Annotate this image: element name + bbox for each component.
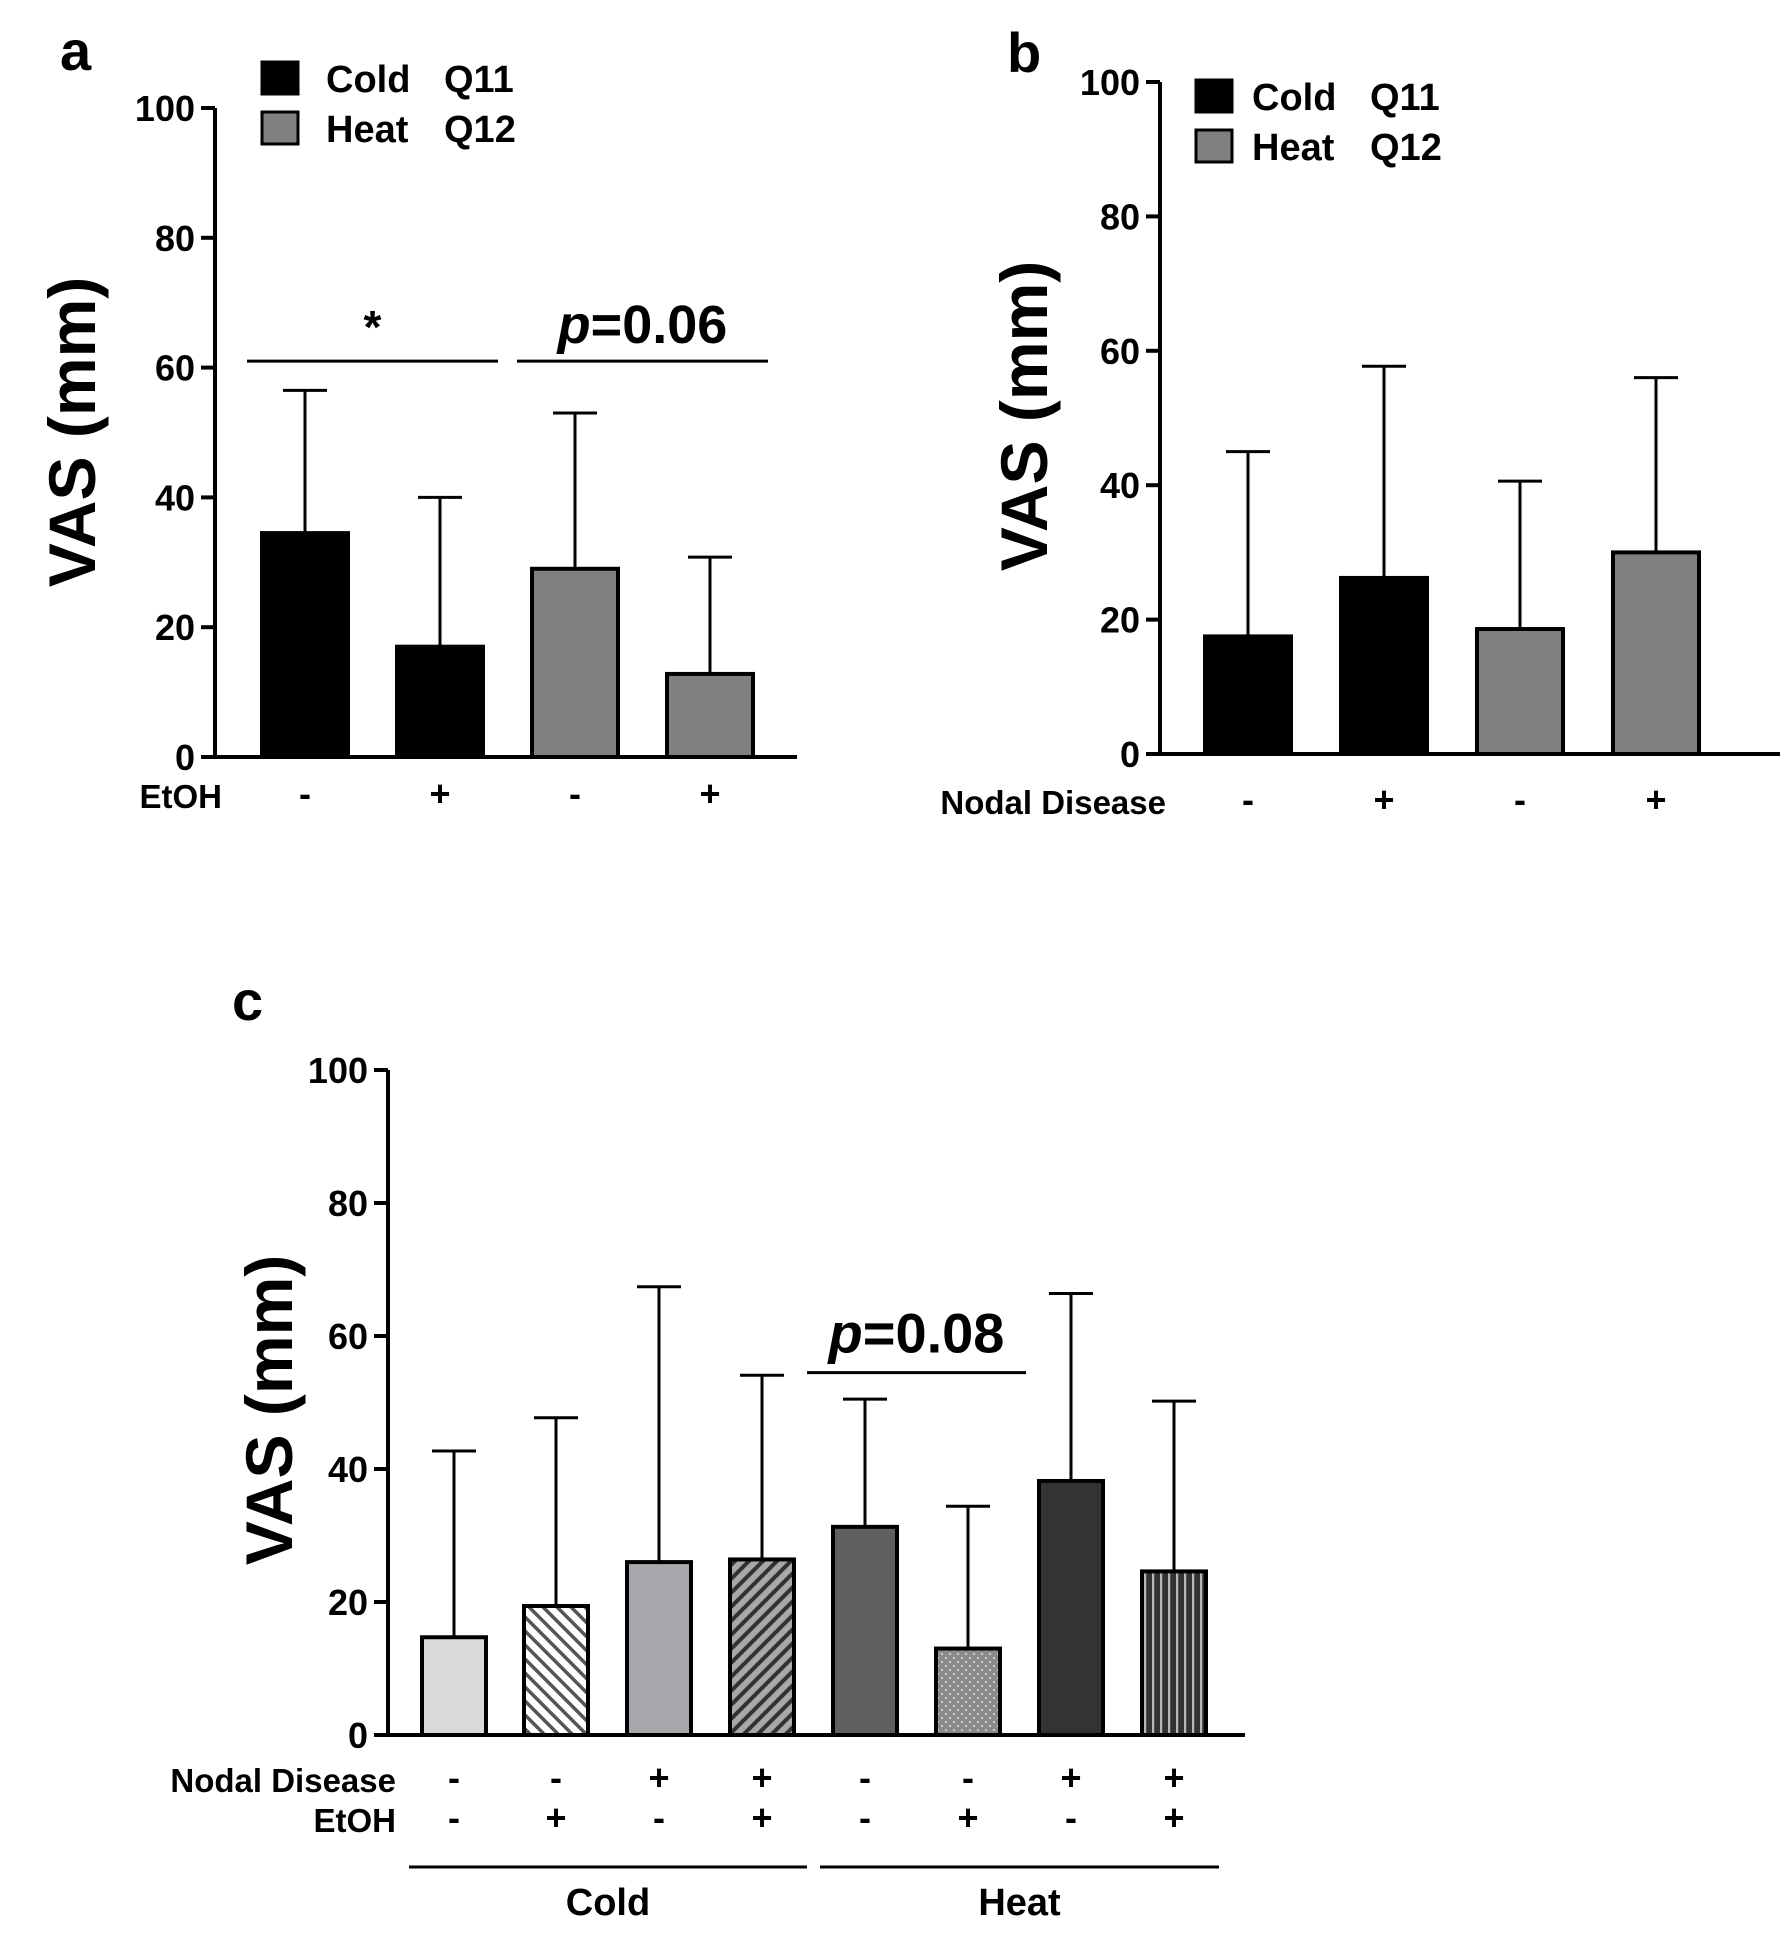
bar <box>934 1646 1002 1738</box>
condition-mark: - <box>569 773 581 814</box>
bar <box>1339 575 1429 756</box>
panel-label: b <box>1007 21 1041 84</box>
condition-mark: - <box>299 773 311 814</box>
condition-mark: - <box>448 1797 460 1838</box>
condition-mark: + <box>699 773 720 814</box>
bar <box>831 1524 899 1737</box>
y-tick-label: 60 <box>1100 331 1140 372</box>
condition-mark: + <box>1163 1757 1184 1798</box>
row-label: EtOH <box>314 1802 397 1839</box>
legend: Cold Q11 Heat Q12 <box>1194 77 1442 169</box>
legend-label-heat: Heat <box>1252 127 1335 169</box>
legend-label-cold: Cold <box>326 59 410 101</box>
significance-label: * <box>364 301 382 353</box>
legend: Cold Q11 Heat Q12 <box>260 59 516 151</box>
panel-a: a VAS (mm) Cold Q11 Heat Q12 - + - +0 20 40 60… <box>35 19 797 815</box>
legend-code-cold: Q11 <box>1370 77 1440 119</box>
y-tick-label: 100 <box>135 88 195 129</box>
legend-code-heat: Q12 <box>1370 127 1442 169</box>
y-tick-label: 0 <box>1120 734 1140 775</box>
group-label: Cold <box>566 1882 650 1924</box>
condition-mark: - <box>550 1757 562 1798</box>
condition-mark: - <box>859 1797 871 1838</box>
condition-mark: + <box>545 1797 566 1838</box>
bar <box>420 1635 488 1737</box>
row-label: Nodal Disease <box>170 1762 396 1799</box>
bar <box>522 1603 590 1737</box>
condition-mark: + <box>429 773 450 814</box>
y-tick-label: 60 <box>155 348 195 389</box>
y-tick-label: 40 <box>328 1449 368 1490</box>
condition-mark: + <box>1163 1797 1184 1838</box>
y-tick-label: 80 <box>328 1183 368 1224</box>
condition-mark: - <box>653 1797 665 1838</box>
y-tick-label: 20 <box>155 607 195 648</box>
y-tick-label: 0 <box>175 737 195 778</box>
y-tick-label: 80 <box>155 218 195 259</box>
panel-b: b VAS (mm) Cold Q11 Heat Q12 - + - +0 20 40 60… <box>940 21 1780 821</box>
condition-mark: + <box>751 1757 772 1798</box>
condition-mark: + <box>1645 779 1666 820</box>
condition-mark: - <box>1514 779 1526 820</box>
condition-mark: + <box>957 1797 978 1838</box>
panel-label: a <box>60 19 92 82</box>
bar <box>665 671 755 759</box>
row-label: Nodal Disease <box>940 784 1166 821</box>
y-axis-title: VAS (mm) <box>987 261 1061 571</box>
row-label: EtOH <box>140 778 223 815</box>
plot-area: - + - +0 20 40 60 80 100 EtOH * p=0.06 <box>135 88 797 815</box>
panel-label: c <box>232 969 263 1032</box>
bar <box>530 566 620 759</box>
legend-swatch-heat <box>260 110 300 146</box>
legend-swatch-heat <box>1194 128 1234 164</box>
legend-code-heat: Q12 <box>444 109 516 151</box>
significance-label: p=0.08 <box>827 1302 1005 1365</box>
legend-swatch-cold <box>1194 78 1234 114</box>
y-axis-title: VAS (mm) <box>232 1255 306 1565</box>
condition-mark: - <box>1242 779 1254 820</box>
bar <box>1475 627 1565 756</box>
y-tick-label: 40 <box>155 477 195 518</box>
bar <box>260 531 350 759</box>
plot-area: - + - +0 20 40 60 80 100 Nodal Disease <box>940 62 1780 821</box>
condition-mark: - <box>448 1757 460 1798</box>
condition-mark: + <box>751 1797 772 1838</box>
bar <box>395 644 485 759</box>
condition-mark: + <box>1060 1757 1081 1798</box>
legend-label-cold: Cold <box>1252 77 1336 119</box>
bar <box>728 1557 796 1737</box>
y-tick-label: 20 <box>328 1582 368 1623</box>
panel-c: c VAS (mm) ---++-++---++-++020406080100N… <box>170 969 1245 1924</box>
y-tick-label: 0 <box>348 1715 368 1756</box>
y-tick-label: 20 <box>1100 600 1140 641</box>
y-tick-label: 80 <box>1100 196 1140 237</box>
y-tick-label: 100 <box>308 1050 368 1091</box>
condition-mark: - <box>859 1757 871 1798</box>
y-axis-title: VAS (mm) <box>35 277 109 587</box>
y-tick-label: 60 <box>328 1316 368 1357</box>
condition-mark: - <box>962 1757 974 1798</box>
bar <box>1203 634 1293 757</box>
legend-swatch-cold <box>260 60 300 96</box>
legend-code-cold: Q11 <box>444 59 514 101</box>
bar <box>1611 550 1701 757</box>
bar <box>1140 1569 1208 1738</box>
group-label: Heat <box>978 1882 1061 1924</box>
condition-mark: + <box>1373 779 1394 820</box>
condition-mark: + <box>648 1757 669 1798</box>
condition-mark: - <box>1065 1797 1077 1838</box>
y-tick-label: 40 <box>1100 465 1140 506</box>
y-tick-label: 100 <box>1080 62 1140 103</box>
bar <box>1037 1478 1105 1737</box>
bar <box>625 1560 693 1737</box>
legend-label-heat: Heat <box>326 109 409 151</box>
significance-label: p=0.06 <box>556 295 728 355</box>
